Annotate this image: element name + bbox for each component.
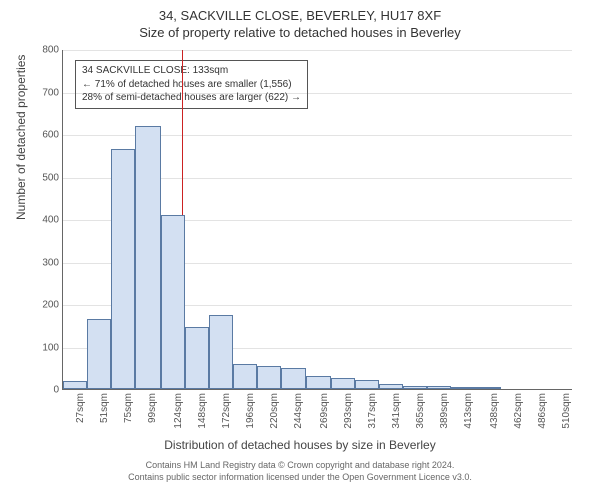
x-tick-label: 365sqm (415, 393, 426, 429)
histogram-bar (257, 366, 281, 389)
x-tick-label: 220sqm (269, 393, 280, 429)
x-tick-label: 148sqm (197, 393, 208, 429)
y-tick-label: 300 (42, 257, 59, 268)
x-axis-label: Distribution of detached houses by size … (0, 438, 600, 452)
x-tick-label: 510sqm (561, 393, 572, 429)
x-tick-label: 75sqm (123, 393, 134, 423)
x-tick-label: 486sqm (537, 393, 548, 429)
x-tick-label: 196sqm (245, 393, 256, 429)
y-tick-label: 700 (42, 87, 59, 98)
footer-attribution: Contains HM Land Registry data © Crown c… (0, 460, 600, 483)
x-tick-label: 124sqm (173, 393, 184, 429)
y-gridline (63, 50, 572, 51)
y-axis-label: Number of detached properties (14, 55, 28, 220)
y-tick-label: 500 (42, 172, 59, 183)
histogram-bar (87, 319, 111, 389)
histogram-bar (355, 380, 379, 389)
x-tick-label: 172sqm (221, 393, 232, 429)
page-title-line1: 34, SACKVILLE CLOSE, BEVERLEY, HU17 8XF (0, 8, 600, 23)
footer-line1: Contains HM Land Registry data © Crown c… (0, 460, 600, 472)
annotation-line: 34 SACKVILLE CLOSE: 133sqm (82, 64, 301, 78)
y-gridline (63, 93, 572, 94)
histogram-bar (161, 215, 185, 389)
x-tick-label: 51sqm (99, 393, 110, 423)
footer-line2: Contains public sector information licen… (0, 472, 600, 484)
x-tick-label: 389sqm (439, 393, 450, 429)
x-tick-label: 462sqm (513, 393, 524, 429)
x-tick-label: 413sqm (463, 393, 474, 429)
x-tick-label: 244sqm (293, 393, 304, 429)
histogram-bar (476, 387, 500, 389)
x-tick-label: 438sqm (489, 393, 500, 429)
histogram-bar (427, 386, 451, 389)
histogram-bar (306, 376, 330, 389)
histogram-bar (63, 381, 87, 389)
y-tick-label: 0 (53, 385, 59, 396)
histogram-bar (379, 384, 403, 389)
x-tick-label: 341sqm (391, 393, 402, 429)
x-tick-label: 99sqm (147, 393, 158, 423)
histogram-bar (281, 368, 306, 389)
histogram-bar (209, 315, 233, 389)
annotation-line: ← 71% of detached houses are smaller (1,… (82, 78, 301, 92)
histogram-bar (403, 386, 427, 389)
histogram-bar (185, 327, 209, 389)
y-tick-label: 800 (42, 45, 59, 56)
y-tick-label: 100 (42, 342, 59, 353)
histogram-bar (451, 387, 476, 389)
chart-container: 34, SACKVILLE CLOSE, BEVERLEY, HU17 8XF … (0, 0, 600, 500)
histogram-bar (233, 364, 257, 390)
histogram-bar (135, 126, 160, 390)
x-tick-label: 317sqm (367, 393, 378, 429)
histogram-bar (331, 378, 355, 389)
histogram-bar (111, 149, 135, 389)
histogram-plot: 34 SACKVILLE CLOSE: 133sqm← 71% of detac… (62, 50, 572, 390)
annotation-box: 34 SACKVILLE CLOSE: 133sqm← 71% of detac… (75, 60, 308, 109)
x-tick-label: 269sqm (319, 393, 330, 429)
y-tick-label: 400 (42, 215, 59, 226)
x-tick-label: 293sqm (343, 393, 354, 429)
page-title-line2: Size of property relative to detached ho… (0, 25, 600, 40)
x-tick-label: 27sqm (75, 393, 86, 423)
y-tick-label: 600 (42, 130, 59, 141)
y-tick-label: 200 (42, 300, 59, 311)
